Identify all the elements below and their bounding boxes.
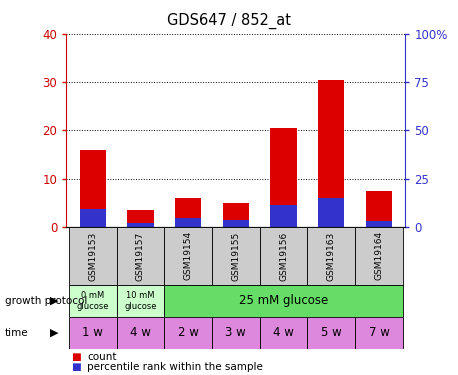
- Bar: [69, 227, 116, 285]
- Bar: [69, 317, 116, 349]
- Bar: [260, 317, 307, 349]
- Text: GDS647 / 852_at: GDS647 / 852_at: [167, 13, 291, 29]
- Bar: [318, 80, 344, 227]
- Bar: [175, 198, 201, 227]
- Bar: [366, 190, 392, 227]
- Text: 3 w: 3 w: [225, 326, 246, 339]
- Text: ▶: ▶: [50, 328, 58, 338]
- Bar: [212, 317, 260, 349]
- Text: ▶: ▶: [50, 296, 58, 306]
- Text: 4 w: 4 w: [273, 326, 294, 339]
- Bar: [271, 128, 297, 227]
- Text: ■: ■: [71, 352, 81, 362]
- Text: GSM19154: GSM19154: [184, 231, 193, 280]
- Bar: [175, 218, 201, 227]
- Text: 10 mM
glucose: 10 mM glucose: [124, 291, 157, 310]
- Text: time: time: [5, 328, 28, 338]
- Bar: [223, 203, 249, 227]
- Bar: [164, 227, 212, 285]
- Text: growth protocol: growth protocol: [5, 296, 87, 306]
- Text: GSM19155: GSM19155: [231, 231, 240, 280]
- Bar: [80, 150, 106, 227]
- Bar: [223, 220, 249, 227]
- Bar: [164, 285, 403, 317]
- Text: count: count: [87, 352, 116, 362]
- Bar: [355, 317, 403, 349]
- Bar: [127, 210, 153, 227]
- Text: 0 mM
glucose: 0 mM glucose: [76, 291, 109, 310]
- Bar: [69, 285, 116, 317]
- Bar: [260, 227, 307, 285]
- Bar: [127, 223, 153, 227]
- Text: GSM19164: GSM19164: [375, 231, 384, 280]
- Text: 2 w: 2 w: [178, 326, 199, 339]
- Text: 1 w: 1 w: [82, 326, 103, 339]
- Bar: [318, 198, 344, 227]
- Text: GSM19156: GSM19156: [279, 231, 288, 280]
- Bar: [212, 227, 260, 285]
- Bar: [307, 227, 355, 285]
- Text: ■: ■: [71, 362, 81, 372]
- Text: 4 w: 4 w: [130, 326, 151, 339]
- Bar: [116, 227, 164, 285]
- Bar: [80, 209, 106, 227]
- Bar: [307, 317, 355, 349]
- Bar: [164, 317, 212, 349]
- Bar: [116, 317, 164, 349]
- Text: 25 mM glucose: 25 mM glucose: [239, 294, 328, 307]
- Bar: [355, 227, 403, 285]
- Bar: [366, 221, 392, 227]
- Bar: [116, 285, 164, 317]
- Text: 7 w: 7 w: [369, 326, 389, 339]
- Text: GSM19153: GSM19153: [88, 231, 97, 280]
- Text: GSM19163: GSM19163: [327, 231, 336, 280]
- Text: 5 w: 5 w: [321, 326, 342, 339]
- Text: percentile rank within the sample: percentile rank within the sample: [87, 362, 263, 372]
- Text: GSM19157: GSM19157: [136, 231, 145, 280]
- Bar: [271, 205, 297, 227]
